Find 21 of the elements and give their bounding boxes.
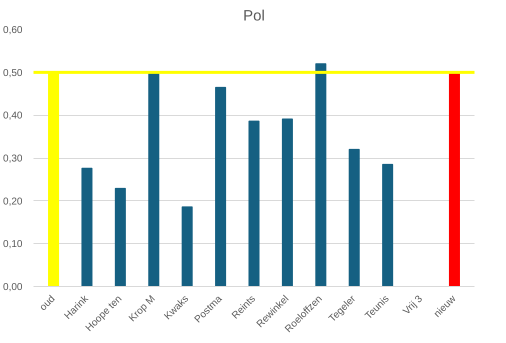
y-tick-label: 0,40 [3, 110, 23, 122]
bar [448, 72, 460, 286]
x-tick-label: Vrij 3 [401, 293, 426, 318]
bar [248, 120, 260, 286]
x-tick-label: oud [38, 294, 58, 314]
bar [148, 73, 160, 286]
y-tick-label: 0,20 [3, 196, 23, 208]
bar [315, 63, 326, 286]
y-tick-label: 0,60 [3, 25, 23, 36]
y-tick-label: 0,00 [3, 282, 23, 293]
bar [282, 118, 293, 286]
bar [348, 148, 360, 286]
y-tick-label: 0,30 [3, 154, 23, 164]
chart-title: Pol [243, 8, 265, 24]
bar [382, 164, 394, 286]
bar [215, 86, 226, 286]
bar [114, 188, 126, 286]
bar [182, 206, 193, 286]
y-tick-label: 0,10 [3, 239, 23, 250]
y-tick-label: 0,50 [3, 68, 23, 79]
bar [81, 168, 92, 286]
